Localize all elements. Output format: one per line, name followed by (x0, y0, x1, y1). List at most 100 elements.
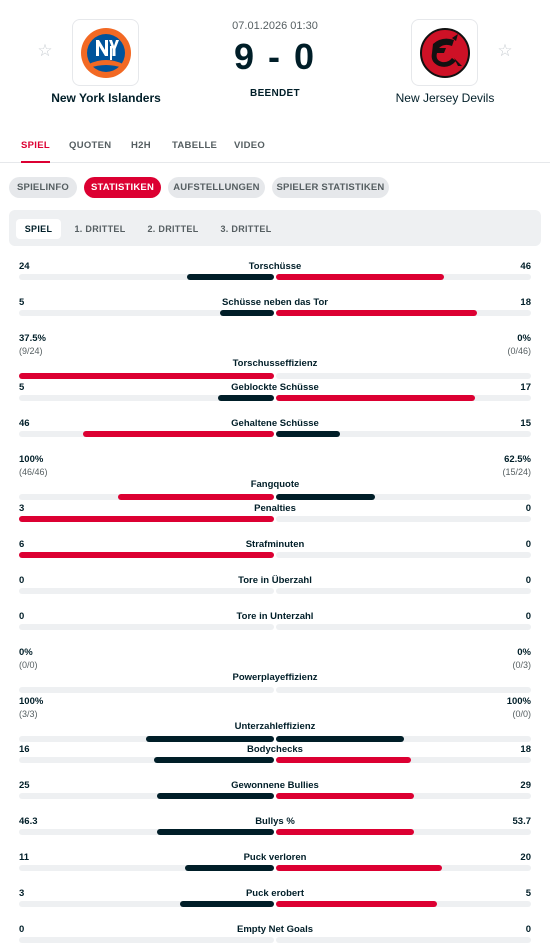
away-team-logo[interactable] (411, 19, 478, 86)
subtab-spielinfo[interactable]: SPIELINFO (9, 177, 77, 198)
subtab-statistiken[interactable]: STATISTIKEN (84, 177, 161, 198)
stat-away-detail: (0/3) (512, 660, 531, 670)
match-score: 9 - 0 (233, 36, 317, 77)
subtab-aufstellungen[interactable]: AUFSTELLUNGEN (168, 177, 265, 198)
stat-home-value: 24 (19, 261, 30, 272)
stat-away-bar (276, 310, 477, 316)
stat-away-bar (276, 901, 437, 907)
stat-away-bar-track (276, 373, 531, 379)
stat-home-bar (146, 736, 274, 742)
stat-home-value: 5 (19, 382, 25, 393)
stat-away-value: 0 (525, 503, 531, 514)
stat-home-bar-track (19, 757, 274, 763)
stat-away-bar (276, 274, 444, 280)
stat-home-value: 3 (19, 503, 25, 514)
stat-home-value: 46.3 (19, 816, 38, 827)
stat-name: Schüsse neben das Tor (222, 297, 328, 308)
stat-away-value: 0% (517, 333, 531, 344)
stat-home-value: 100% (19, 696, 44, 707)
stat-away-bar (276, 395, 475, 401)
stat-away-value: 18 (520, 297, 531, 308)
stat-home-bar (180, 901, 274, 907)
stat-home-bar (19, 552, 274, 558)
stat-away-value: 17 (520, 382, 531, 393)
stat-home-bar-track (19, 901, 274, 907)
stat-name: Unterzahleffizienz (234, 721, 316, 732)
stat-home-bar (83, 431, 274, 437)
match-header: ☆ New York Islanders 07.01.2026 01:30 9 … (0, 0, 550, 130)
stat-away-bar-track (276, 901, 531, 907)
stat-away-value: 0% (517, 647, 531, 658)
stat-home-detail: (3/3) (19, 709, 38, 719)
stat-away-bar-track (276, 395, 531, 401)
stat-away-bar (276, 757, 411, 763)
tab-h2h[interactable]: H2H (131, 140, 151, 151)
stat-away-value: 0 (525, 539, 531, 550)
stat-away-detail: (0/0) (512, 709, 531, 719)
stat-home-detail: (9/24) (19, 346, 43, 356)
stat-home-bar-track (19, 395, 274, 401)
stat-home-value: 5 (19, 297, 25, 308)
stat-name: Empty Net Goals (236, 924, 314, 935)
stat-name: Puck verloren (243, 852, 307, 863)
stat-name: Gehaltene Schüsse (231, 418, 319, 429)
away-team-name[interactable]: New Jersey Devils (395, 91, 495, 105)
period-tab-1-drittel[interactable]: 1. DRITTEL (74, 224, 126, 234)
stat-home-bar (157, 793, 274, 799)
stat-away-value: 20 (520, 852, 531, 863)
stat-away-bar-track (276, 757, 531, 763)
stat-home-value: 46 (19, 418, 30, 429)
stat-away-value: 0 (525, 611, 531, 622)
favorite-star-icon[interactable]: ☆ (497, 41, 513, 60)
favorite-star-icon[interactable]: ☆ (37, 41, 53, 60)
stat-away-value: 100% (506, 696, 531, 707)
stat-home-bar (19, 373, 274, 379)
devils-logo-icon (419, 27, 470, 78)
stat-home-bar-track (19, 937, 274, 943)
stat-away-bar-track (276, 624, 531, 630)
stat-name: Torschusseffizienz (232, 358, 318, 369)
stat-away-value: 0 (525, 575, 531, 586)
period-tab-2-drittel[interactable]: 2. DRITTEL (147, 224, 199, 234)
stat-away-value: 62.5% (504, 454, 531, 465)
stat-home-value: 25 (19, 780, 30, 791)
stat-home-bar (218, 395, 274, 401)
stat-home-bar (154, 757, 274, 763)
stat-home-bar-track (19, 431, 274, 437)
stat-home-value: 16 (19, 744, 30, 755)
tab-quoten[interactable]: QUOTEN (69, 140, 112, 151)
stat-name: Penalties (254, 503, 296, 514)
subtab-spieler-statistiken[interactable]: SPIELER STATISTIKEN (272, 177, 389, 198)
stat-home-value: 0 (19, 924, 25, 935)
stat-home-bar (118, 494, 274, 500)
stat-away-value: 18 (520, 744, 531, 755)
stat-home-bar-track (19, 624, 274, 630)
home-team-logo[interactable] (72, 19, 139, 86)
tab-video[interactable]: VIDEO (234, 140, 266, 151)
tab-tabelle[interactable]: TABELLE (172, 140, 218, 151)
stat-home-value: 37.5% (19, 333, 46, 344)
stat-away-bar-track (276, 516, 531, 522)
home-team-name[interactable]: New York Islanders (51, 91, 161, 105)
stat-name: Bullys % (255, 816, 295, 827)
period-tab-3-drittel[interactable]: 3. DRITTEL (220, 224, 272, 234)
stat-home-value: 100% (19, 454, 44, 465)
stat-away-bar-track (276, 431, 531, 437)
stat-away-bar (276, 793, 414, 799)
stat-away-bar (276, 736, 404, 742)
stat-away-bar (276, 494, 375, 500)
stat-home-bar-track (19, 865, 274, 871)
stat-home-bar-track (19, 373, 274, 379)
stat-home-bar-track (19, 274, 274, 280)
stat-home-value: 3 (19, 888, 25, 899)
tab-spiel[interactable]: SPIEL (21, 140, 50, 163)
stat-away-value: 46 (520, 261, 531, 272)
stat-home-detail: (46/46) (19, 467, 48, 477)
stat-away-bar-track (276, 793, 531, 799)
stat-away-bar-track (276, 588, 531, 594)
main-tabs: SPIEL QUOTEN H2H TABELLE VIDEO (0, 130, 550, 163)
stat-away-bar-track (276, 865, 531, 871)
stat-home-value: 0 (19, 611, 25, 622)
islanders-logo-icon (80, 27, 131, 78)
period-tab-spiel[interactable]: SPIEL (16, 219, 61, 239)
